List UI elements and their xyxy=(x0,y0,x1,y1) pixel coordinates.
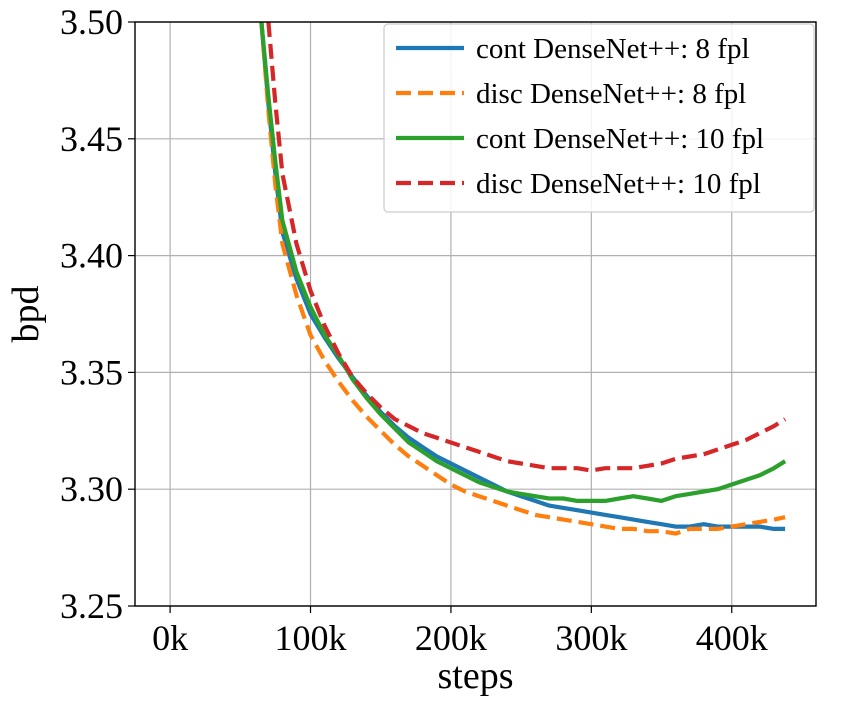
y-tick-label: 3.30 xyxy=(60,469,123,509)
y-axis-title: bpd xyxy=(5,286,47,343)
x-axis-title: steps xyxy=(438,655,514,697)
y-tick-label: 3.45 xyxy=(60,119,123,159)
series-line-2 xyxy=(259,22,787,503)
legend-label-0: cont DenseNet++: 8 fpl xyxy=(476,33,750,65)
x-tick-label: 200k xyxy=(415,618,487,658)
legend-label-2: cont DenseNet++: 10 fpl xyxy=(476,123,764,155)
series-layer xyxy=(259,22,787,536)
legend-label-1: disc DenseNet++: 8 fpl xyxy=(476,78,746,110)
plot-frame xyxy=(134,21,817,607)
x-tick-label: 100k xyxy=(275,618,347,658)
y-tick-label: 3.40 xyxy=(60,236,123,276)
ticks: 0k 100k 200k 300k 400k 3.25 3.30 3.35 3.40 3.45 3.… xyxy=(60,2,768,658)
x-tick-label: 300k xyxy=(555,618,627,658)
series-line-3 xyxy=(266,22,787,473)
legend-box xyxy=(383,23,815,213)
y-tick-label: 3.50 xyxy=(60,2,123,42)
plot-area xyxy=(259,22,787,536)
y-tick-label: 3.35 xyxy=(60,352,123,392)
legend: cont DenseNet++: 8 fpl disc DenseNet++: 8… xyxy=(383,23,815,213)
legend-label-3: disc DenseNet++: 10 fpl xyxy=(476,168,761,200)
series-line-1 xyxy=(259,22,786,536)
x-tick-label: 400k xyxy=(696,618,768,658)
x-tick-label: 0k xyxy=(152,618,188,658)
y-tick-label: 3.25 xyxy=(60,586,123,626)
